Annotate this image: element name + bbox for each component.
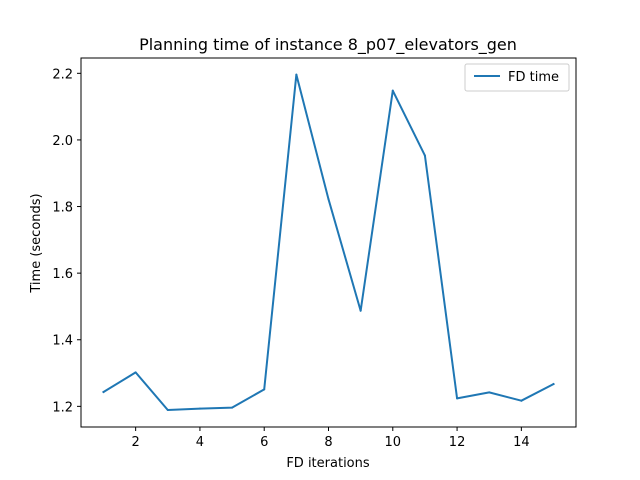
y-tick-label: 1.6	[52, 267, 73, 282]
data-point	[327, 198, 330, 201]
x-axis-title: FD iterations	[286, 456, 370, 471]
y-tick-label: 1.4	[52, 334, 73, 349]
x-tick-label: 2	[132, 435, 140, 450]
data-point	[263, 388, 266, 391]
data-point	[359, 309, 362, 312]
y-tick-label: 1.8	[52, 201, 73, 216]
data-point	[456, 397, 459, 400]
plot-background	[81, 58, 576, 427]
chart-title: Planning time of instance 8_p07_elevator…	[139, 35, 517, 55]
data-point	[520, 399, 523, 402]
y-tick-label: 1.2	[52, 400, 73, 415]
x-tick-label: 4	[196, 435, 204, 450]
legend-box	[464, 63, 570, 92]
data-point	[552, 383, 555, 386]
y-axis-title: Time (seconds)	[29, 193, 44, 293]
data-point	[488, 391, 491, 394]
x-tick-label: 10	[385, 435, 402, 450]
data-point	[166, 409, 169, 412]
y-tick-label: 2.0	[52, 134, 73, 149]
x-tick-label: 6	[260, 435, 268, 450]
legend-label-fd-time: FD time	[508, 70, 559, 85]
data-point	[391, 89, 394, 92]
legend: FD time	[464, 63, 570, 92]
x-tick-label: 14	[513, 435, 530, 450]
data-point	[423, 154, 426, 157]
x-tick-label: 12	[449, 435, 466, 450]
data-point	[102, 391, 105, 394]
data-point	[231, 406, 234, 409]
plot-area: 2 4 6 8 10 12 14 1.2 1.4 1.6 1.8 2.0 2.2	[52, 57, 577, 450]
y-tick-label: 2.2	[52, 67, 73, 82]
data-point	[295, 73, 298, 76]
x-tick-label: 8	[324, 435, 332, 450]
data-point	[198, 407, 201, 410]
data-point	[134, 371, 137, 374]
